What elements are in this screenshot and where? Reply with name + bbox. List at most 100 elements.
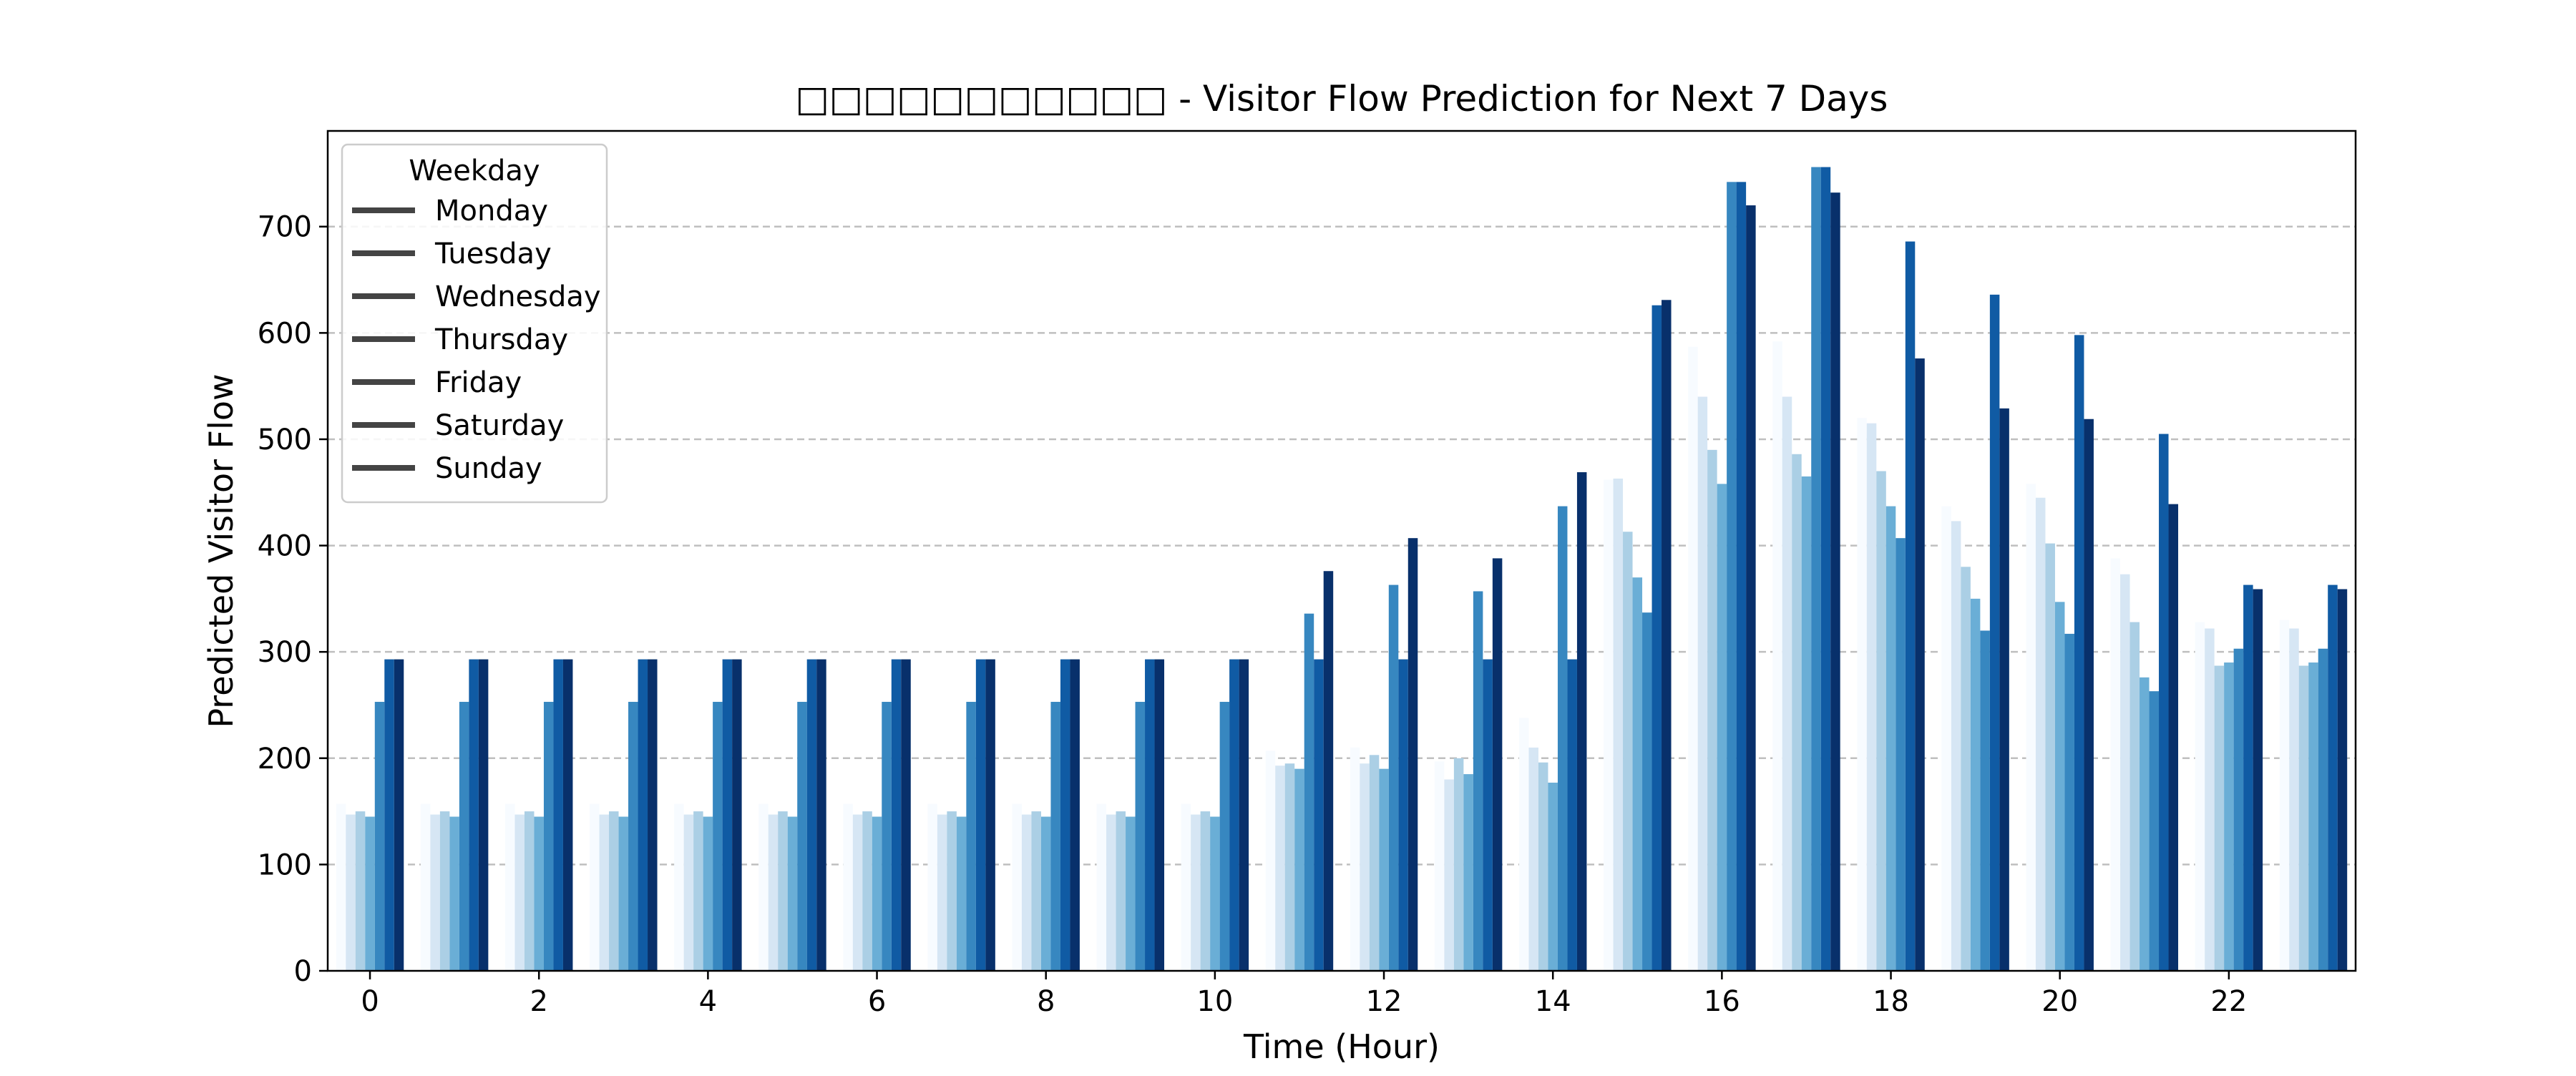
y-tick-label: 200 [258,743,312,776]
bar-wednesday-hour-23 [2298,665,2309,971]
bar-sunday-hour-5 [816,659,826,971]
bar-wednesday-hour-4 [693,811,703,971]
bar-saturday-hour-20 [2074,335,2084,972]
grid-lines [328,225,2356,866]
bar-thursday-hour-14 [1548,782,1558,971]
bar-friday-hour-4 [713,702,723,971]
bar-saturday-hour-13 [1483,659,1493,971]
bar-tuesday-hour-19 [1951,521,1961,971]
bar-sunday-hour-14 [1576,472,1587,971]
bar-friday-hour-17 [1811,167,1821,971]
bar-saturday-hour-10 [1229,659,1239,971]
y-tick-label: 0 [294,955,312,988]
bar-monday-hour-19 [1941,506,1951,971]
bar-friday-hour-7 [966,702,976,971]
bar-tuesday-hour-1 [430,814,440,971]
bar-saturday-hour-12 [1398,659,1408,971]
bar-monday-hour-4 [674,803,684,971]
bar-tuesday-hour-22 [2205,628,2215,971]
x-axis-label: Time (Hour) [1243,1027,1440,1066]
x-tick-label: 18 [1873,985,1909,1018]
bar-monday-hour-9 [1096,803,1107,971]
bar-tuesday-hour-8 [1021,814,1032,971]
bar-tuesday-hour-2 [514,814,525,971]
bar-monday-hour-13 [1434,761,1445,971]
bar-tuesday-hour-15 [1613,478,1624,971]
y-tick-label: 500 [258,424,312,456]
bar-saturday-hour-22 [2243,585,2253,971]
bar-thursday-hour-1 [449,816,459,971]
bar-sunday-hour-2 [562,659,573,971]
bar-wednesday-hour-20 [2045,543,2055,971]
bar-friday-hour-10 [1219,702,1230,971]
bar-saturday-hour-8 [1060,659,1070,971]
bar-wednesday-hour-3 [609,811,619,971]
bar-friday-hour-20 [2064,633,2074,971]
bar-sunday-hour-12 [1407,538,1418,971]
bar-sunday-hour-11 [1323,571,1334,971]
y-tick-label: 100 [258,848,312,881]
bar-wednesday-hour-6 [862,811,872,971]
bar-sunday-hour-18 [1915,358,1925,971]
bar-saturday-hour-14 [1567,659,1577,971]
bar-thursday-hour-20 [2054,602,2065,971]
bar-saturday-hour-17 [1820,167,1831,971]
bar-saturday-hour-11 [1314,659,1324,971]
bar-tuesday-hour-18 [1866,423,1877,971]
bar-wednesday-hour-18 [1876,471,1886,971]
bar-tuesday-hour-20 [2035,497,2046,971]
bar-saturday-hour-5 [806,659,817,971]
bar-thursday-hour-17 [1801,476,1812,971]
bar-monday-hour-15 [1604,479,1614,971]
bar-tuesday-hour-23 [2289,628,2299,971]
x-tick-label: 0 [361,985,379,1018]
bar-tuesday-hour-4 [683,814,694,971]
legend: Weekday Monday Tuesday Wednesday Thursday Fri… [341,143,608,504]
bar-saturday-hour-19 [1989,294,2000,971]
bar-tuesday-hour-13 [1444,779,1454,971]
legend-title: Weekday [409,155,540,187]
x-tick-label: 12 [1366,985,1402,1018]
bar-friday-hour-14 [1557,506,1568,971]
bar-monday-hour-20 [2026,484,2036,971]
bar-saturday-hour-4 [722,659,733,971]
x-tick-label: 14 [1535,985,1571,1018]
bar-tuesday-hour-16 [1697,396,1708,971]
x-tick-label: 8 [1037,985,1055,1018]
y-axis-label: Predicted Visitor Flow [202,373,240,728]
legend-label-wednesday: Wednesday [435,280,601,313]
bar-tuesday-hour-0 [346,814,356,971]
bar-saturday-hour-9 [1145,659,1155,971]
bar-friday-hour-5 [797,702,807,971]
bar-saturday-hour-0 [384,659,394,971]
bar-tuesday-hour-11 [1275,766,1285,971]
bar-monday-hour-10 [1181,803,1191,971]
y-tick-label: 700 [258,211,312,244]
bar-thursday-hour-16 [1717,484,1727,971]
bar-friday-hour-1 [459,702,469,971]
bar-saturday-hour-7 [975,659,986,971]
bar-wednesday-hour-12 [1369,755,1380,971]
bar-wednesday-hour-0 [355,811,366,971]
y-axis: 0 100 200 300 400 500 600 700 [258,211,328,988]
bar-thursday-hour-2 [534,816,544,971]
bar-wednesday-hour-13 [1453,758,1464,971]
bar-sunday-hour-8 [1070,659,1080,971]
bar-monday-hour-16 [1688,346,1698,971]
x-axis: 0 2 4 6 8 10 12 14 16 18 20 22 [361,971,2247,1018]
bar-friday-hour-15 [1642,612,1652,971]
bar-thursday-hour-19 [1970,598,1981,971]
y-tick-label: 600 [258,317,312,350]
bar-wednesday-hour-5 [778,811,788,971]
bar-wednesday-hour-15 [1623,532,1633,971]
bar-thursday-hour-5 [787,816,798,971]
bar-saturday-hour-18 [1905,241,1916,972]
x-tick-label: 10 [1196,985,1233,1018]
bar-friday-hour-3 [628,702,638,971]
bar-sunday-hour-4 [732,659,742,971]
bar-tuesday-hour-10 [1191,814,1201,971]
bar-monday-hour-17 [1772,341,1782,971]
bar-thursday-hour-0 [365,816,375,971]
bar-friday-hour-16 [1727,182,1737,971]
